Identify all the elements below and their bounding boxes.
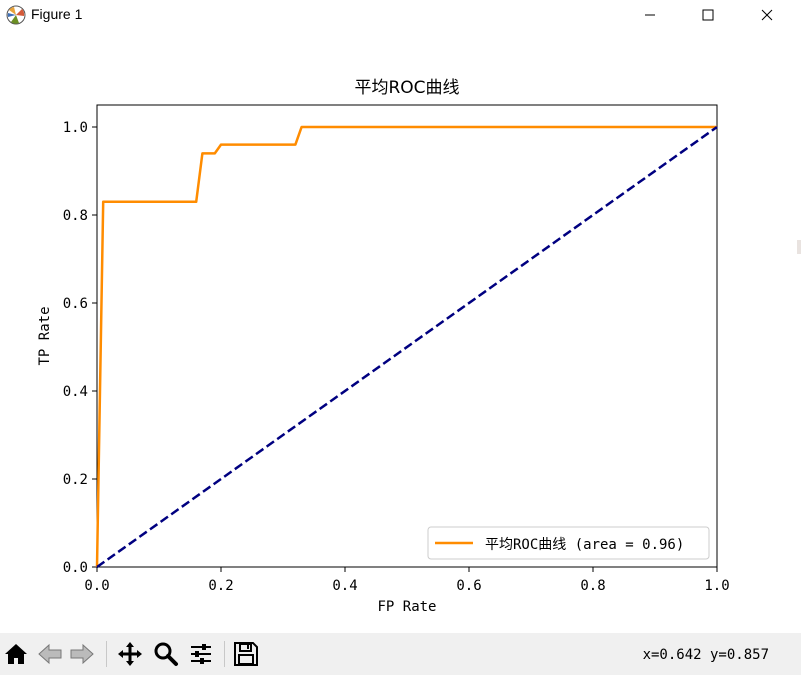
back-button[interactable] xyxy=(36,640,64,668)
toolbar-separator xyxy=(224,641,225,667)
roc-chart: 平均ROC曲线 0.0 0.2 0.4 0.6 0.8 1.0 0.0 0.2 0.4 0.6 0.… xyxy=(37,78,730,615)
pan-button[interactable] xyxy=(116,640,144,668)
window-title: Figure 1 xyxy=(31,6,83,22)
y-tick-label: 1.0 xyxy=(63,120,88,136)
chart-title: 平均ROC曲线 xyxy=(354,78,459,98)
maximize-icon xyxy=(702,9,714,21)
x-tick-label: 0.8 xyxy=(580,578,605,594)
chance-diagonal-line xyxy=(96,125,718,569)
y-tick-label: 0.0 xyxy=(63,560,88,576)
save-button[interactable] xyxy=(232,640,260,668)
cursor-coordinates: x=0.642 y=0.857 xyxy=(642,647,769,663)
maximize-button[interactable] xyxy=(685,0,731,30)
figure-canvas[interactable]: 平均ROC曲线 0.0 0.2 0.4 0.6 0.8 1.0 0.0 0.2 0.4 0.6 0.… xyxy=(0,30,801,633)
x-tick-label: 1.0 xyxy=(704,578,729,594)
configure-subplots-button[interactable] xyxy=(187,640,215,668)
x-axis-label: FP Rate xyxy=(377,599,436,615)
legend: 平均ROC曲线 (area = 0.96) xyxy=(427,526,710,560)
toolbar-separator xyxy=(106,641,107,667)
forward-arrow-icon xyxy=(70,643,94,665)
magnifier-icon xyxy=(154,642,178,666)
close-icon xyxy=(761,9,773,21)
minimize-icon xyxy=(645,14,655,16)
navigation-toolbar: x=0.642 y=0.857 xyxy=(0,633,801,675)
move-icon xyxy=(118,642,142,666)
x-tick-label: 0.6 xyxy=(456,578,481,594)
roc-curve-line xyxy=(95,125,717,568)
legend-box xyxy=(427,526,710,560)
y-tick-label: 0.2 xyxy=(63,472,88,488)
window-titlebar: Figure 1 xyxy=(0,0,801,30)
close-button[interactable] xyxy=(744,0,790,30)
sliders-icon xyxy=(191,644,211,664)
home-icon xyxy=(5,644,27,664)
floppy-disk-icon xyxy=(234,642,258,666)
legend-entry: 平均ROC曲线 (area = 0.96) xyxy=(485,537,684,553)
matplotlib-logo-icon xyxy=(6,5,26,25)
x-tick-label: 0.2 xyxy=(208,578,233,594)
x-tick-label: 0.4 xyxy=(332,578,357,594)
window-edge-artifact xyxy=(797,240,801,254)
axes-frame xyxy=(96,104,718,568)
y-tick-label: 0.8 xyxy=(63,208,88,224)
zoom-button[interactable] xyxy=(152,640,180,668)
minimize-button[interactable] xyxy=(627,0,673,30)
y-axis-label: TP Rate xyxy=(37,306,53,365)
y-tick-label: 0.4 xyxy=(63,384,88,400)
back-arrow-icon xyxy=(38,643,62,665)
y-tick-label: 0.6 xyxy=(63,296,88,312)
x-tick-label: 0.0 xyxy=(84,578,109,594)
forward-button[interactable] xyxy=(68,640,96,668)
home-button[interactable] xyxy=(2,640,30,668)
